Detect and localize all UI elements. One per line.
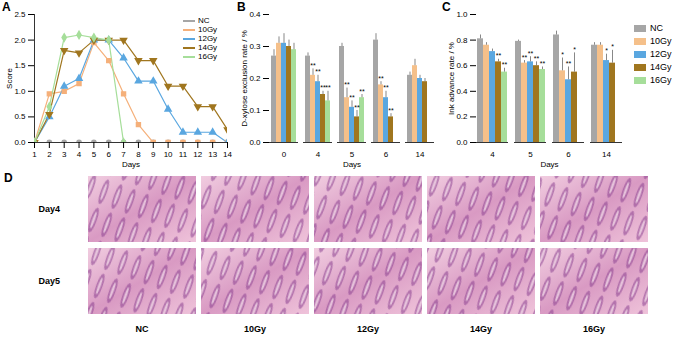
svg-text:0.3: 0.3	[249, 42, 261, 51]
svg-text:Day5: Day5	[38, 276, 60, 286]
svg-text:**: **	[349, 94, 355, 101]
svg-text:1: 1	[32, 150, 37, 159]
svg-text:5: 5	[92, 150, 97, 159]
svg-text:2: 2	[47, 150, 52, 159]
svg-text:0.0: 0.0	[14, 138, 26, 147]
html-text:16Gy: 16Gy	[650, 75, 672, 85]
svg-text:14Gy: 14Gy	[470, 324, 492, 334]
svg-text:6: 6	[566, 150, 571, 159]
svg-text:**: **	[388, 107, 394, 114]
svg-text:**: **	[383, 84, 389, 91]
svg-text:0.1: 0.1	[249, 106, 261, 115]
html-text:12Gy: 12Gy	[650, 49, 672, 59]
svg-text:11: 11	[179, 150, 188, 159]
svg-text:**: **	[566, 60, 572, 67]
svg-text:D: D	[4, 171, 13, 185]
svg-text:4: 4	[490, 150, 495, 159]
svg-text:D-xylose exclusion rate / %: D-xylose exclusion rate / %	[240, 30, 249, 126]
svg-text:1.0: 1.0	[456, 10, 468, 19]
svg-text:0.0: 0.0	[456, 138, 468, 147]
html-text:B: B	[237, 0, 246, 14]
svg-text:1.5: 1.5	[14, 61, 26, 70]
svg-text:2.5: 2.5	[14, 10, 26, 19]
svg-text:2.0: 2.0	[14, 36, 26, 45]
svg-text:0.0: 0.0	[249, 138, 261, 147]
html-text:14Gy: 14Gy	[650, 62, 672, 72]
html-text:16Gy: 16Gy	[198, 52, 218, 61]
svg-text:0.6: 0.6	[456, 61, 468, 70]
svg-text:NC: NC	[136, 324, 149, 334]
svg-text:7: 7	[121, 150, 126, 159]
html-text:14Gy: 14Gy	[198, 43, 218, 52]
svg-text:9: 9	[151, 150, 156, 159]
svg-text:10Gy: 10Gy	[244, 324, 266, 334]
svg-text:12: 12	[193, 150, 202, 159]
svg-text:0.8: 0.8	[456, 36, 468, 45]
svg-text:14: 14	[416, 150, 425, 159]
svg-text:5: 5	[350, 150, 355, 159]
svg-text:4: 4	[316, 150, 321, 159]
svg-text:0.4: 0.4	[456, 87, 468, 96]
svg-text:16Gy: 16Gy	[583, 324, 605, 334]
svg-text:8: 8	[136, 150, 141, 159]
svg-text:12Gy: 12Gy	[357, 324, 379, 334]
svg-text:**: **	[528, 50, 534, 57]
svg-text:1.0: 1.0	[14, 87, 26, 96]
html-text:A: A	[2, 0, 11, 14]
svg-text:0: 0	[282, 150, 287, 159]
svg-text:**: **	[359, 88, 365, 95]
svg-text:*: *	[573, 46, 576, 53]
html-text:10Gy: 10Gy	[650, 36, 672, 46]
svg-text:0.2: 0.2	[456, 112, 468, 121]
svg-text:0.2: 0.2	[249, 74, 261, 83]
svg-text:Ink advance rate / %: Ink advance rate / %	[447, 42, 456, 115]
svg-text:**: **	[496, 52, 502, 59]
html-text:12Gy: 12Gy	[198, 34, 218, 43]
svg-text:14: 14	[223, 150, 232, 159]
svg-text:14: 14	[602, 150, 611, 159]
svg-text:**: **	[522, 54, 528, 61]
svg-text:6: 6	[384, 150, 389, 159]
svg-text:Days: Days	[343, 160, 361, 169]
svg-text:**: **	[315, 68, 321, 75]
svg-text:**: **	[502, 61, 508, 68]
svg-text:**: **	[534, 55, 540, 62]
svg-text:0.5: 0.5	[14, 112, 26, 121]
svg-text:Day4: Day4	[38, 204, 60, 214]
svg-text:**: **	[378, 75, 384, 82]
svg-text:**: **	[325, 84, 331, 91]
svg-text:Days: Days	[540, 160, 558, 169]
svg-text:*: *	[605, 47, 608, 54]
svg-text:4: 4	[77, 150, 82, 159]
svg-text:Days: Days	[122, 160, 140, 169]
svg-text:6: 6	[107, 150, 112, 159]
svg-text:0.4: 0.4	[249, 10, 261, 19]
html-text:C: C	[442, 0, 451, 14]
svg-text:5: 5	[528, 150, 533, 159]
svg-text:*: *	[561, 51, 564, 58]
html-text:NC: NC	[198, 16, 210, 25]
svg-text:Score: Score	[5, 68, 14, 89]
svg-text:**: **	[540, 60, 546, 67]
svg-text:13: 13	[208, 150, 217, 159]
svg-text:**: **	[344, 81, 350, 88]
html-text:10Gy: 10Gy	[198, 25, 218, 34]
svg-text:10: 10	[164, 150, 173, 159]
svg-text:**: **	[354, 104, 360, 111]
html-text:NC: NC	[650, 23, 663, 33]
svg-text:*: *	[611, 43, 614, 50]
svg-text:3: 3	[62, 150, 67, 159]
